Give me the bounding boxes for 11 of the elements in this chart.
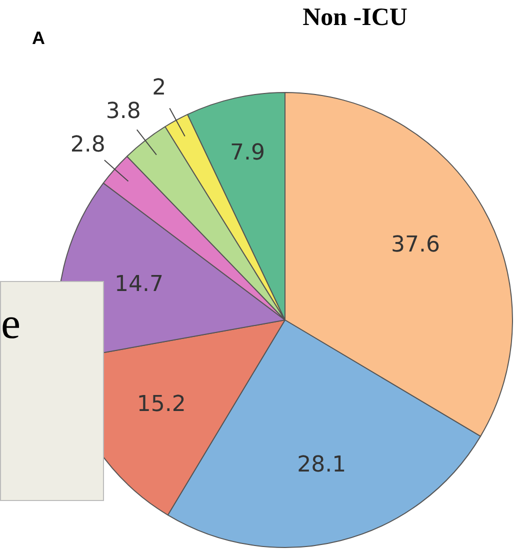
data-label: 37.6 — [391, 232, 440, 258]
chart-title: Non -ICU — [302, 4, 408, 32]
data-label: 15.2 — [136, 392, 186, 417]
data-label: 3.8 — [106, 99, 141, 124]
text-box: e — [0, 281, 104, 501]
data-label: 2 — [152, 76, 166, 101]
data-label: 14.7 — [114, 272, 164, 297]
text: A — [32, 28, 45, 49]
data-label: 2.8 — [70, 132, 106, 158]
data-label: 28.1 — [297, 452, 346, 478]
data-label: 7.9 — [230, 140, 266, 166]
